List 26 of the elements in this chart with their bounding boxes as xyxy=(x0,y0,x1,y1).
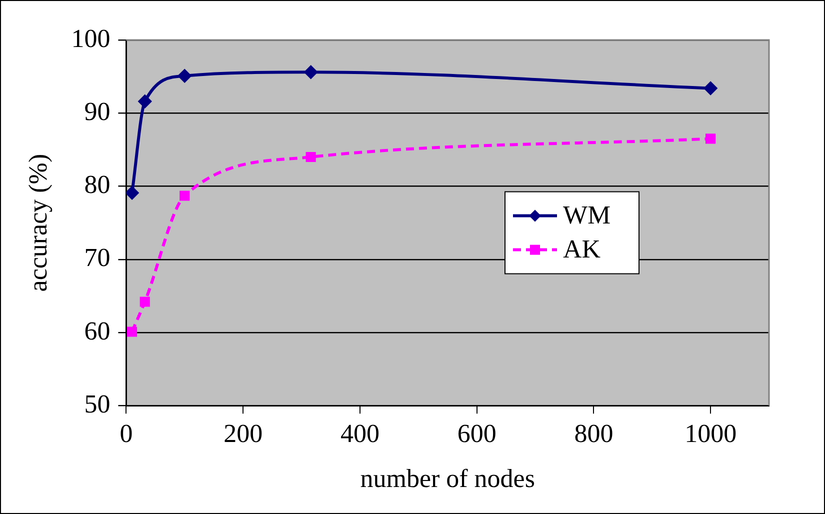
y-tick-label: 80 xyxy=(84,170,110,200)
x-axis-title: number of nodes xyxy=(360,464,535,494)
y-tick-label: 70 xyxy=(84,243,110,272)
y-tick-label: 60 xyxy=(84,316,110,346)
legend-label: AK xyxy=(563,234,601,264)
point xyxy=(304,66,318,79)
point xyxy=(180,190,190,201)
y-tick-label: 100 xyxy=(71,24,110,53)
x-tick-label: 0 xyxy=(120,419,133,448)
x-tick-label: 800 xyxy=(574,419,614,448)
legend-label: WM xyxy=(563,200,611,230)
point xyxy=(127,326,138,337)
point xyxy=(178,69,192,82)
y-tick-label: 90 xyxy=(84,96,110,126)
point xyxy=(706,134,716,144)
x-tick-label: 200 xyxy=(224,419,263,448)
point xyxy=(704,82,718,95)
y-axis-title: accuracy (%) xyxy=(23,154,52,292)
point xyxy=(306,152,316,162)
x-tick-label: 400 xyxy=(340,419,380,448)
x-tick-label: 1000 xyxy=(684,419,737,448)
y-tick-label: 50 xyxy=(84,389,110,418)
point xyxy=(140,296,150,307)
x-tick-label: 600 xyxy=(457,419,496,448)
point xyxy=(138,94,152,108)
point xyxy=(126,186,139,200)
